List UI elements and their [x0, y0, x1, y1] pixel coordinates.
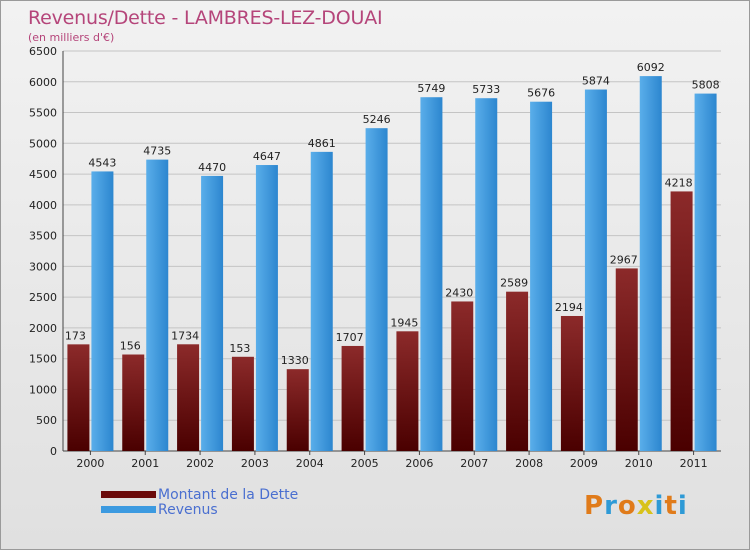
y-tick-label: 6500	[29, 45, 57, 58]
value-label-revenue: 5246	[363, 113, 391, 126]
legend-swatch-debt	[101, 491, 156, 498]
chart-subtitle: (en milliers d'€)	[28, 31, 115, 44]
value-label-revenue: 4735	[143, 145, 171, 158]
logo-letter: r	[604, 491, 618, 521]
y-tick-label: 1500	[29, 353, 57, 366]
value-label-revenue: 4647	[253, 150, 281, 163]
bar-revenue	[639, 76, 662, 451]
value-label-debt: 1734	[171, 329, 199, 342]
value-label-revenue: 5808	[692, 79, 720, 92]
bar-revenue	[146, 159, 169, 451]
x-tick-label: 2010	[625, 457, 653, 470]
x-tick-label: 2011	[680, 457, 708, 470]
x-tick-label: 2003	[241, 457, 269, 470]
value-label-debt: 2967	[610, 253, 638, 266]
y-tick-label: 500	[36, 414, 57, 427]
logo-letter: o	[617, 491, 637, 521]
logo-letter: i	[677, 491, 688, 521]
y-tick-label: 5500	[29, 107, 57, 120]
bar-revenue	[694, 93, 717, 451]
value-label-revenue: 5733	[472, 83, 500, 96]
legend-label-revenue: Revenus	[158, 501, 218, 518]
bar-revenue	[475, 98, 498, 451]
proxiti-logo: Proxiti	[584, 491, 688, 521]
x-tick-label: 2007	[460, 457, 488, 470]
logo-letter: t	[664, 491, 678, 521]
x-tick-label: 2005	[351, 457, 379, 470]
x-tick-label: 2000	[76, 457, 104, 470]
y-tick-label: 4000	[29, 199, 57, 212]
y-tick-label: 2500	[29, 291, 57, 304]
value-label-debt: 156	[120, 340, 141, 353]
bar-debt	[231, 356, 254, 451]
bar-revenue	[420, 97, 443, 451]
value-label-debt: 2194	[555, 301, 583, 314]
y-tick-label: 3500	[29, 230, 57, 243]
bar-debt	[451, 301, 474, 451]
value-label-revenue: 4470	[198, 161, 226, 174]
bar-debt	[177, 344, 200, 451]
y-tick-label: 6000	[29, 76, 57, 89]
bar-revenue	[255, 165, 278, 451]
legend-item-debt: Montant de la Dette	[101, 486, 299, 503]
bar-debt	[122, 354, 145, 451]
value-label-debt: 1330	[281, 354, 309, 367]
bar-revenue	[91, 171, 114, 451]
bar-revenue	[530, 101, 553, 451]
grid-lines	[63, 50, 721, 452]
bar-debt	[396, 331, 419, 451]
y-tick-label: 1000	[29, 383, 57, 396]
bar-chart: 0 500 1000 1500 2000 2500 3000 3500 4000 4500 5000…	[29, 45, 721, 470]
bar-debt	[560, 315, 583, 451]
bar-revenue	[365, 128, 388, 451]
value-label-revenue: 6092	[637, 61, 665, 74]
x-tick-label: 2001	[131, 457, 159, 470]
bar-debt	[670, 191, 693, 451]
value-label-debt: 173	[65, 329, 86, 342]
y-tick-label: 4500	[29, 168, 57, 181]
value-label-debt: 2430	[445, 286, 473, 299]
y-tick-label: 5000	[29, 137, 57, 150]
y-tick-label: 3000	[29, 260, 57, 273]
y-tick-label: 2000	[29, 322, 57, 335]
value-label-revenue: 5676	[527, 87, 555, 100]
bars	[67, 76, 717, 452]
bar-debt	[286, 369, 309, 451]
chart-title: Revenus/Dette - LAMBRES-LEZ-DOUAI	[28, 7, 383, 29]
legend: Montant de la Dette Revenus	[101, 486, 299, 518]
logo-letter: P	[584, 491, 605, 521]
value-labels: 173 4543 156 4735 1734 4470 153 4647 1330 4861 170…	[65, 61, 720, 367]
x-tick-label: 2006	[405, 457, 433, 470]
value-label-debt: 4218	[665, 176, 693, 189]
value-label-debt: 1707	[336, 331, 364, 344]
bar-revenue	[310, 151, 333, 451]
value-label-debt: 2589	[500, 277, 528, 290]
x-tick-label: 2009	[570, 457, 598, 470]
legend-item-revenue: Revenus	[101, 501, 298, 518]
legend-label-debt: Montant de la Dette	[158, 486, 299, 503]
bar-debt	[615, 268, 638, 451]
x-tick-label: 2004	[296, 457, 324, 470]
value-label-revenue: 4543	[88, 156, 116, 169]
y-tick-label: 0	[50, 445, 57, 458]
logo-letter: i	[654, 491, 665, 521]
bar-debt	[67, 344, 90, 451]
logo-letter: x	[636, 491, 655, 521]
value-label-revenue: 4861	[308, 137, 336, 150]
legend-swatch-revenue	[101, 506, 156, 513]
value-label-debt: 1945	[390, 316, 418, 329]
value-label-debt: 153	[229, 342, 250, 355]
value-label-revenue: 5749	[417, 82, 445, 95]
x-tick-label: 2002	[186, 457, 214, 470]
bar-debt	[506, 291, 529, 451]
axes: 0 500 1000 1500 2000 2500 3000 3500 4000 4500 5000…	[29, 45, 721, 470]
x-tick-label: 2008	[515, 457, 543, 470]
bar-revenue	[584, 89, 607, 452]
bar-revenue	[201, 175, 224, 451]
value-label-revenue: 5874	[582, 75, 610, 88]
bar-debt	[341, 345, 364, 451]
